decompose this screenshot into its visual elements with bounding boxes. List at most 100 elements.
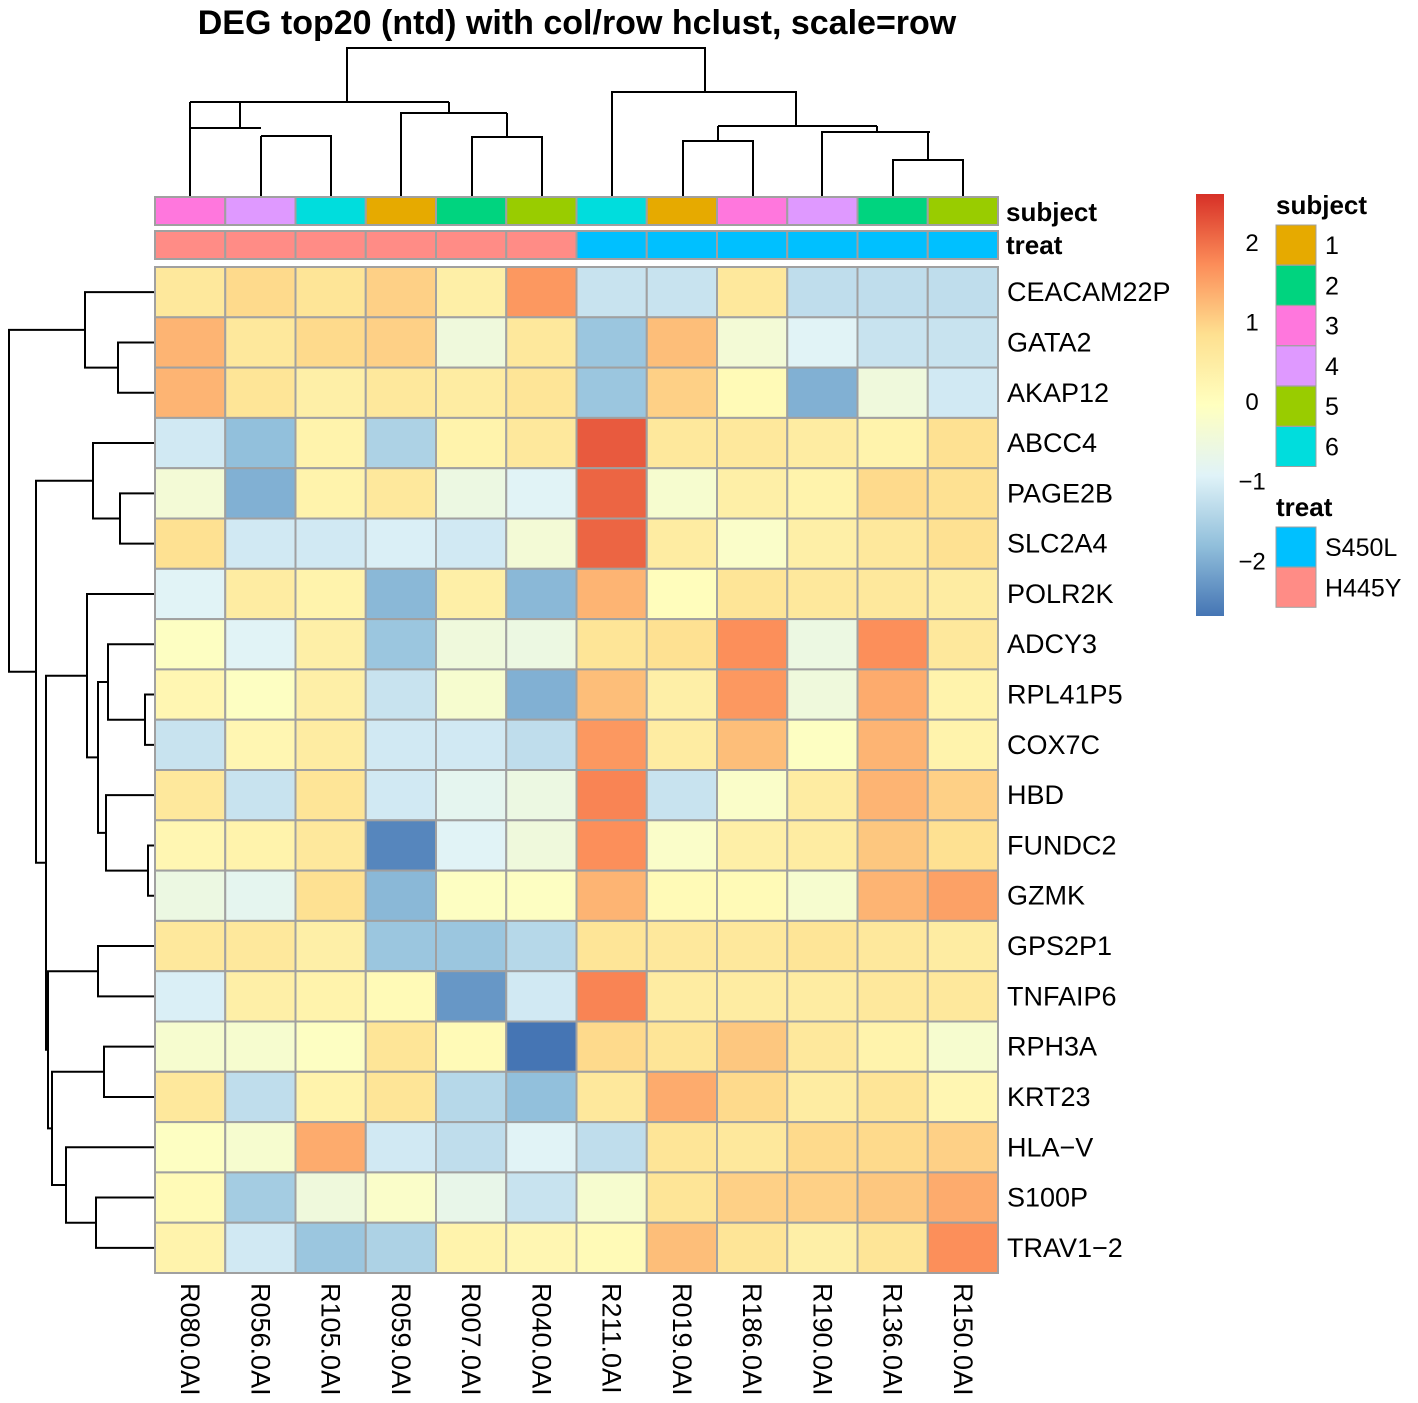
heatmap-cell <box>294 366 367 419</box>
heatmap-cell <box>364 467 437 520</box>
heatmap-cell <box>856 718 929 772</box>
heatmap-cell <box>856 919 929 973</box>
subject-legend: 1 2 3 4 5 6 <box>1275 224 1339 467</box>
heatmap-cell <box>786 1221 859 1274</box>
heatmap-cell <box>856 416 929 470</box>
heatmap-cell <box>575 1070 648 1124</box>
heatmap-cell <box>294 316 367 369</box>
legend-label: S450L <box>1325 534 1397 562</box>
heatmap-cell <box>294 266 367 319</box>
heatmap-cell <box>154 970 227 1023</box>
heatmap-cell <box>786 1121 859 1174</box>
heatmap-cell <box>716 919 789 973</box>
column-label: R105.0AI <box>316 1283 346 1396</box>
heatmap-cell <box>645 1221 718 1274</box>
column-label: R019.0AI <box>667 1283 697 1396</box>
heatmap-cell <box>786 316 859 369</box>
heatmap-cell <box>786 266 859 319</box>
heatmap-cell <box>926 1171 999 1224</box>
heatmap-cell <box>364 567 437 621</box>
legend-label: 4 <box>1325 353 1339 381</box>
heatmap-cell <box>786 769 859 822</box>
legend-label: 1 <box>1325 232 1339 260</box>
heatmap-cell <box>224 1221 297 1274</box>
treat-annotation-cell <box>786 230 859 260</box>
heatmap-cell <box>505 1221 578 1274</box>
heatmap-cell <box>435 316 508 369</box>
heatmap-cell <box>926 1020 999 1073</box>
heatmap-cell <box>505 266 578 319</box>
heatmap-cell <box>364 1070 437 1124</box>
column-label: R136.0AI <box>878 1283 908 1396</box>
heatmap-cell <box>575 567 648 621</box>
heatmap-cell <box>716 567 789 621</box>
heatmap-cell <box>645 919 718 973</box>
heatmap-cell <box>926 1121 999 1174</box>
heatmap-cell <box>364 1121 437 1174</box>
heatmap-cell <box>645 467 718 520</box>
color-scale-tick-label: 2 <box>1245 230 1258 257</box>
heatmap-cell <box>505 517 578 570</box>
heatmap-cell <box>575 517 648 570</box>
heatmap-cell <box>364 266 437 319</box>
heatmap-cell <box>364 1020 437 1073</box>
heatmap-cell <box>224 1171 297 1224</box>
heatmap-cell <box>856 668 929 721</box>
heatmap-cell <box>575 1121 648 1174</box>
treat-legend: S450L H445Y <box>1275 526 1402 608</box>
heatmap-cell <box>645 517 718 570</box>
column-label: R186.0AI <box>737 1283 767 1396</box>
heatmap-cell <box>786 819 859 872</box>
heatmap-cell <box>926 517 999 570</box>
legend-swatch <box>1275 385 1317 427</box>
heatmap-cell <box>575 416 648 470</box>
heatmap-cell <box>154 718 227 772</box>
column-label: R211.0AI <box>597 1283 627 1394</box>
heatmap-cell <box>505 718 578 772</box>
heatmap-cell <box>505 769 578 822</box>
treat-legend-title: treat <box>1276 492 1333 522</box>
heatmap-cell <box>154 769 227 822</box>
heatmap-cell <box>856 819 929 872</box>
heatmap-cell <box>716 819 789 872</box>
legend-label: 5 <box>1325 393 1339 421</box>
treat-annotation-label: treat <box>1006 230 1063 260</box>
heatmap-cell <box>224 819 297 872</box>
heatmap-cell <box>224 668 297 721</box>
heatmap-cell <box>505 467 578 520</box>
row-label: TNFAIP6 <box>1007 981 1117 1011</box>
heatmap-cell <box>926 316 999 369</box>
heatmap-cell <box>154 1171 227 1224</box>
heatmap-cell <box>154 919 227 973</box>
heatmap-cell <box>716 668 789 721</box>
heatmap-cell <box>154 316 227 369</box>
heatmap-cell <box>926 668 999 721</box>
treat-annotation-cell <box>435 230 508 260</box>
row-label: POLR2K <box>1007 579 1114 609</box>
heatmap-cell <box>786 517 859 570</box>
heatmap-cell <box>645 1121 718 1174</box>
heatmap-cell <box>154 668 227 721</box>
heatmap-cell <box>294 1121 367 1174</box>
heatmap-cell <box>154 517 227 570</box>
heatmap-cell <box>786 618 859 671</box>
heatmap-cell <box>645 316 718 369</box>
heatmap-cell <box>645 366 718 419</box>
heatmap-cell <box>716 517 789 570</box>
heatmap-cell <box>716 718 789 772</box>
heatmap-cell <box>856 517 929 570</box>
heatmap-cell <box>786 919 859 973</box>
heatmap-cell <box>294 819 367 872</box>
heatmap-cell <box>856 366 929 419</box>
heatmap-cell <box>786 366 859 419</box>
treat-annotation-cell <box>294 230 367 260</box>
color-scale-tick-label: 0 <box>1245 389 1258 416</box>
heatmap-cell <box>926 919 999 973</box>
heatmap-cell <box>154 467 227 520</box>
treat-annotation-cell <box>926 230 999 260</box>
heatmap-cell <box>224 366 297 419</box>
heatmap-cell <box>224 718 297 772</box>
heatmap-cell <box>435 416 508 470</box>
heatmap-cell <box>154 266 227 319</box>
heatmap-cell <box>224 970 297 1023</box>
